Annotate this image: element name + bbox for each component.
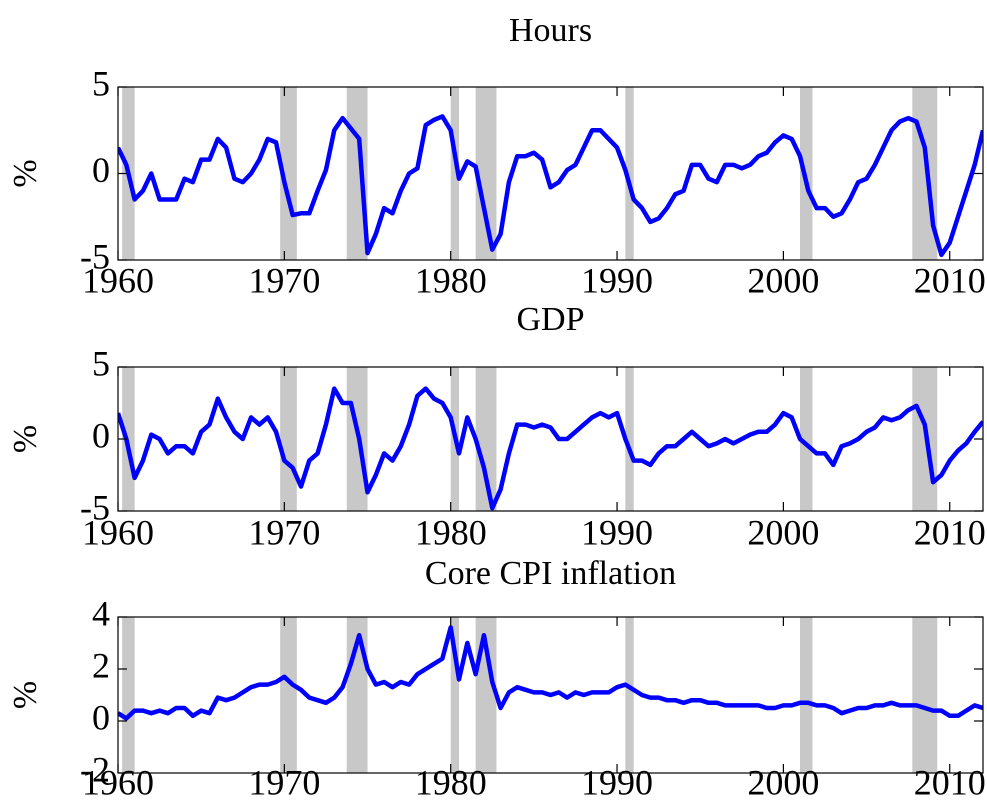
x-tick-label: 1980 <box>415 512 487 552</box>
recession-band <box>450 617 460 773</box>
recession-band <box>280 367 297 511</box>
recession-band <box>800 367 813 511</box>
x-tick-label: 1970 <box>248 260 320 300</box>
x-tick-label: 1960 <box>82 260 154 300</box>
x-tick-label: 1990 <box>581 260 653 300</box>
panel-title: Core CPI inflation <box>425 555 676 592</box>
x-tick-label: 1980 <box>415 762 487 802</box>
data-line <box>118 114 983 258</box>
x-tick-label: 2000 <box>747 260 819 300</box>
recession-band <box>280 617 297 773</box>
x-tick-label: 1970 <box>248 762 320 802</box>
panel: -5 0 5 1960 1970 1980 1990 2000 2010 Hours% <box>7 12 986 300</box>
y-tick-label: 0 <box>92 150 110 190</box>
y-tick-label: -5 <box>80 236 110 276</box>
recession-band <box>800 617 813 773</box>
x-tick-label: 1990 <box>581 762 653 802</box>
data-line <box>118 625 983 721</box>
x-tick-label: 2010 <box>914 512 986 552</box>
y-tick-label: 0 <box>92 415 110 455</box>
panel: -2 0 2 4 1960 1970 1980 1990 2000 2010 Core CPI in… <box>7 555 986 802</box>
axes-box <box>117 616 984 774</box>
panel-title: GDP <box>516 301 584 338</box>
axes-box <box>117 366 984 512</box>
y-axis-label: % <box>7 159 44 187</box>
y-tick-label: 5 <box>92 343 110 383</box>
panel-title: Hours <box>509 12 592 49</box>
recession-band <box>625 87 634 260</box>
x-tick-label: 2000 <box>747 762 819 802</box>
x-tick-label: 1960 <box>82 762 154 802</box>
panel: -5 0 5 1960 1970 1980 1990 2000 2010 GDP% <box>7 301 986 552</box>
recession-band <box>450 87 460 260</box>
data-line <box>118 386 983 511</box>
recession-band <box>475 87 497 260</box>
recession-band <box>625 617 634 773</box>
x-tick-label: 1960 <box>82 512 154 552</box>
x-tick-label: 2000 <box>747 512 819 552</box>
x-tick-label: 2010 <box>914 762 986 802</box>
y-tick-label: 5 <box>92 63 110 103</box>
y-tick-label: 0 <box>92 697 110 737</box>
y-tick-label: 4 <box>92 593 110 633</box>
y-tick-label: -2 <box>80 749 110 789</box>
x-tick-label: 1980 <box>415 260 487 300</box>
y-tick-label: 2 <box>92 645 110 685</box>
y-axis-label: % <box>7 425 44 453</box>
x-tick-label: 1970 <box>248 512 320 552</box>
recession-band <box>122 617 135 773</box>
x-tick-label: 2010 <box>914 260 986 300</box>
y-tick-label: -5 <box>80 487 110 527</box>
recession-band <box>625 367 634 511</box>
recession-band <box>475 367 497 511</box>
x-tick-label: 1990 <box>581 512 653 552</box>
y-axis-label: % <box>7 681 44 709</box>
axes-box <box>117 86 984 261</box>
recession-band <box>912 617 938 773</box>
